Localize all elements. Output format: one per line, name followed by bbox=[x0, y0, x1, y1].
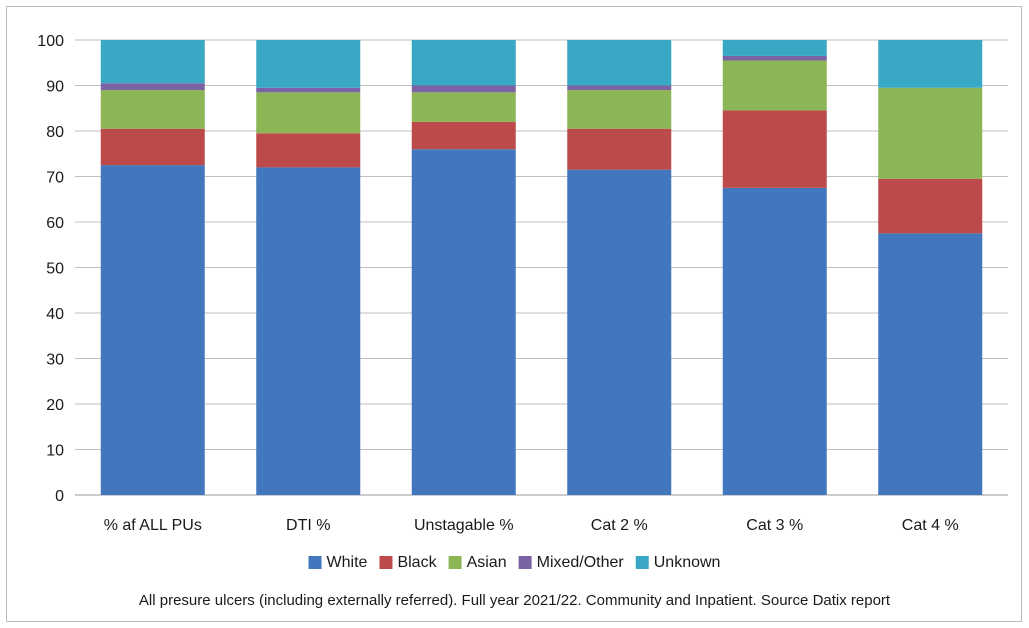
x-category-label: DTI % bbox=[286, 517, 330, 534]
legend-swatch bbox=[518, 556, 532, 569]
gridlines bbox=[75, 39, 1008, 496]
legend-swatch bbox=[635, 556, 649, 569]
bar-segment bbox=[722, 110, 827, 188]
bar-segment bbox=[411, 92, 516, 122]
y-tick-label: 70 bbox=[46, 170, 64, 187]
bar-segment bbox=[722, 40, 827, 56]
y-axis-ticks: 0 10 20 30 40 50 60 70 80 90 100 bbox=[37, 33, 64, 505]
bar-segment bbox=[878, 40, 983, 88]
bar-segment bbox=[100, 83, 205, 91]
legend: White Black Asian Mixed/Other Unknown bbox=[308, 554, 721, 571]
legend-label: Unknown bbox=[654, 554, 721, 571]
y-tick-label: 90 bbox=[46, 79, 64, 96]
stacked-bar-chart: 0 10 20 30 40 50 60 70 80 90 100 % af ALL PUs DTI %… bbox=[37, 33, 1008, 571]
bar-segment bbox=[256, 133, 361, 168]
bar-segment bbox=[411, 40, 516, 86]
bar-segment bbox=[411, 85, 516, 93]
x-category-label: Cat 3 % bbox=[746, 517, 803, 534]
bar-segment bbox=[878, 178, 983, 234]
bar-segment bbox=[878, 87, 983, 179]
bar-segment bbox=[567, 169, 672, 496]
legend-label: Asian bbox=[467, 554, 507, 571]
bar-segment bbox=[567, 85, 672, 91]
bar-segment bbox=[722, 55, 827, 61]
bar-segment bbox=[100, 128, 205, 166]
bar-segment bbox=[722, 60, 827, 111]
legend-label: White bbox=[327, 554, 368, 571]
bar-segment bbox=[878, 233, 983, 495]
y-tick-label: 60 bbox=[46, 215, 64, 232]
bar-segment bbox=[722, 187, 827, 495]
y-tick-label: 80 bbox=[46, 124, 64, 141]
bar-segment bbox=[256, 92, 361, 134]
bars bbox=[100, 40, 983, 496]
y-tick-label: 10 bbox=[46, 443, 64, 460]
chart-caption: All presure ulcers (including externally… bbox=[138, 592, 891, 609]
x-category-label: Unstagable % bbox=[414, 517, 514, 534]
y-tick-label: 20 bbox=[46, 397, 64, 414]
bar-segment bbox=[100, 40, 205, 84]
bar-segment bbox=[256, 167, 361, 495]
x-category-label: Cat 4 % bbox=[902, 517, 959, 534]
bar-segment bbox=[256, 40, 361, 88]
y-tick-label: 100 bbox=[37, 33, 64, 50]
y-tick-label: 0 bbox=[55, 488, 64, 505]
bar-segment bbox=[567, 90, 672, 129]
bar-segment bbox=[567, 40, 672, 86]
x-category-label: Cat 2 % bbox=[591, 517, 648, 534]
legend-swatch bbox=[379, 556, 393, 569]
bar-segment bbox=[411, 149, 516, 495]
y-tick-label: 30 bbox=[46, 352, 64, 369]
bar-segment bbox=[256, 87, 361, 93]
legend-swatch bbox=[448, 556, 462, 569]
legend-swatch bbox=[308, 556, 322, 569]
bar-segment bbox=[411, 121, 516, 150]
legend-label: Black bbox=[397, 554, 437, 571]
y-tick-label: 50 bbox=[46, 261, 64, 278]
x-axis-categories: % af ALL PUs DTI % Unstagable % Cat 2 % Cat … bbox=[104, 517, 959, 534]
y-tick-label: 40 bbox=[46, 306, 64, 323]
bar-segment bbox=[100, 90, 205, 129]
bar-segment bbox=[567, 128, 672, 170]
legend-label: Mixed/Other bbox=[537, 554, 625, 571]
x-category-label: % af ALL PUs bbox=[104, 517, 202, 534]
bar-segment bbox=[100, 165, 205, 495]
